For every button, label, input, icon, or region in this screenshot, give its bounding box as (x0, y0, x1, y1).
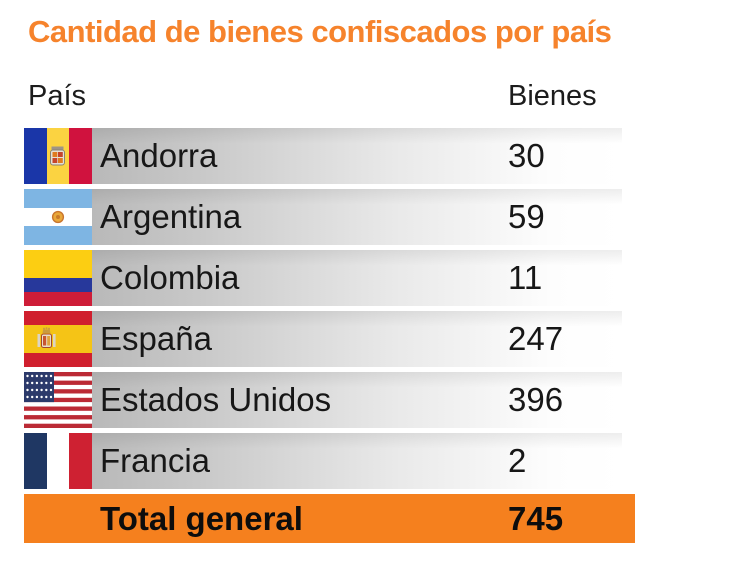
row-background (24, 189, 622, 245)
table-row: Andorra 30 (24, 128, 622, 184)
total-value: 745 (508, 500, 564, 537)
bienes-value: 396 (508, 381, 564, 418)
table-row: Argentina 59 (24, 189, 622, 245)
column-header-bienes: Bienes (508, 80, 597, 112)
country-name: España (100, 320, 212, 357)
country-name: Francia (100, 442, 211, 479)
usa-flag-icon (24, 372, 92, 428)
row-background (24, 372, 622, 428)
table-row: Francia 2 (24, 433, 622, 489)
chart-title: Cantidad de bienes confiscados por país (28, 14, 612, 49)
andorra-flag-icon (24, 128, 92, 184)
row-background (24, 311, 622, 367)
argentina-flag-icon (24, 189, 92, 245)
bienes-value: 247 (508, 320, 564, 357)
row-background (24, 128, 622, 184)
bienes-value: 11 (508, 259, 543, 296)
country-name: Estados Unidos (100, 381, 332, 418)
bienes-value: 30 (508, 137, 545, 174)
country-name: Colombia (100, 259, 240, 296)
row-background (24, 433, 622, 489)
table-row: Colombia 11 (24, 250, 622, 306)
total-label: Total general (100, 500, 303, 537)
table-row: Estados Unidos 396 (24, 372, 622, 428)
bienes-value: 59 (508, 198, 545, 235)
bienes-value: 2 (508, 442, 527, 479)
column-header-pais: País (28, 80, 87, 112)
table-row: España 247 (24, 311, 622, 367)
spain-flag-icon (24, 311, 92, 367)
france-flag-icon (24, 433, 92, 489)
total-row: Total general 745 (24, 494, 635, 543)
country-name: Andorra (100, 137, 218, 174)
colombia-flag-icon (24, 250, 92, 306)
country-name: Argentina (100, 198, 242, 235)
row-background (24, 250, 622, 306)
